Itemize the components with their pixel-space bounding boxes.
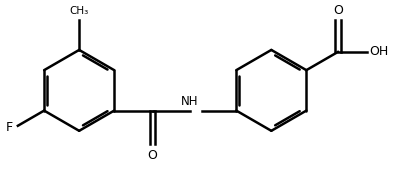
Text: CH₃: CH₃ — [70, 6, 89, 16]
Text: F: F — [6, 121, 13, 134]
Text: NH: NH — [181, 95, 198, 108]
Text: O: O — [148, 149, 158, 162]
Text: O: O — [333, 4, 343, 17]
Text: OH: OH — [369, 45, 388, 58]
